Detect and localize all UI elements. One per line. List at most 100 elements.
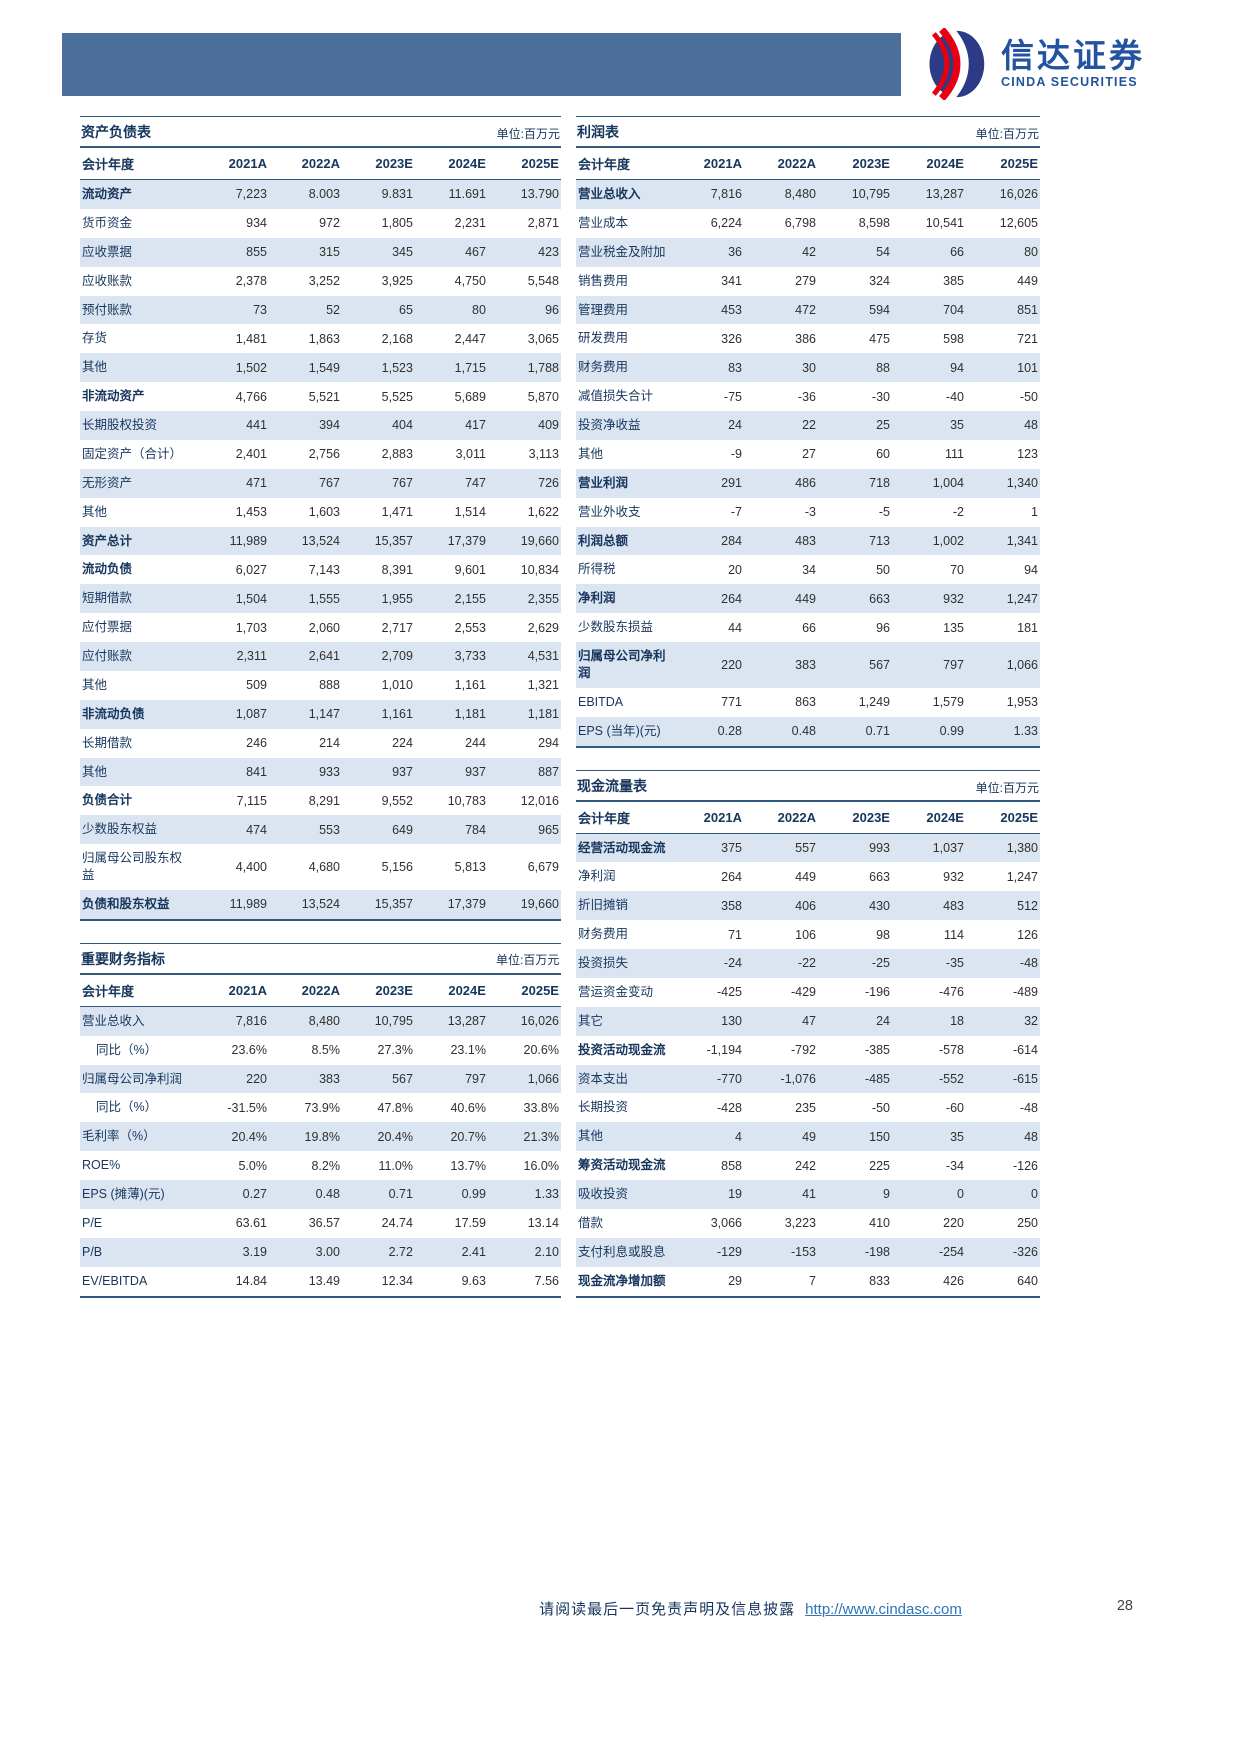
cell-value: -614 (1012, 1043, 1038, 1058)
cell-value: 18 (950, 1014, 964, 1029)
table-row: 长期投资 -428 235 -50 -60 -48 (576, 1093, 1040, 1122)
cell-value: -385 (864, 1043, 890, 1058)
cell-value: 242 (795, 1158, 816, 1173)
cell-value: 841 (246, 764, 267, 779)
table-title-bar: 重要财务指标 单位:百万元 (80, 944, 561, 973)
cell-value: 214 (319, 736, 340, 751)
cell-value: -129 (716, 1245, 742, 1260)
cell-value: 65 (399, 302, 413, 317)
cell-value: 7,816 (235, 1014, 267, 1029)
cell-value: 13.790 (520, 187, 559, 202)
cell-value: 1,481 (235, 331, 267, 346)
cell-value: -9 (730, 447, 742, 462)
cell-value: 417 (465, 418, 486, 433)
cell-value: 993 (869, 840, 890, 855)
cell-value: 11,989 (229, 897, 267, 912)
cell-value: 1,181 (454, 707, 486, 722)
cell-value: -40 (945, 389, 964, 404)
cell-value: 8,291 (308, 793, 340, 808)
cell-value: 4,680 (308, 860, 340, 874)
cell-value: 1,147 (308, 707, 340, 722)
cell-value: 12,605 (999, 216, 1038, 231)
table-row: 预付账款 73 52 65 80 96 (80, 295, 561, 325)
cell-value: 16.0% (523, 1158, 559, 1173)
key-metrics-table: 重要财务指标 单位:百万元 会计年度 2021A 2022A 2023E 2024E 20… (80, 942, 561, 1298)
table-header-row: 会计年度 2021A 2022A 2023E 2024E 2025E (575, 800, 1040, 833)
table-title: 利润表 (576, 124, 619, 140)
row-label: 研发费用 (577, 331, 628, 346)
cell-value: 2,168 (381, 331, 413, 346)
table-row: 非流动资产 4,766 5,521 5,525 5,689 5,870 (80, 382, 561, 411)
table-title-bar: 现金流量表 单位:百万元 (576, 771, 1040, 800)
row-label: 投资净收益 (577, 418, 641, 432)
cell-value: 2,378 (235, 274, 267, 289)
table-row: 销售费用 341 279 324 385 449 (576, 267, 1040, 296)
cell-value: 1,340 (1006, 476, 1038, 491)
row-label: 无形资产 (82, 475, 133, 490)
table-row: 营业成本 6,224 6,798 8,598 10,541 12,605 (576, 209, 1040, 238)
table-title-bar: 利润表 单位:百万元 (576, 117, 1040, 146)
cell-value: 1,953 (1006, 695, 1038, 710)
cell-value: 36.57 (308, 1216, 340, 1231)
cell-value: 8,480 (784, 187, 816, 202)
cell-value: 47.8% (377, 1100, 413, 1115)
row-label: 财务费用 (577, 927, 628, 942)
row-label: 营业成本 (577, 215, 628, 230)
cell-value: 14.84 (235, 1274, 267, 1289)
row-label: 短期借款 (82, 591, 133, 606)
cell-value: 2,709 (381, 649, 413, 664)
cell-value: 224 (392, 736, 413, 751)
cell-value: 1,181 (527, 707, 559, 722)
year-column-header: 2024E (926, 156, 964, 171)
row-label: 少数股东权益 (82, 822, 158, 837)
cell-value: 1,514 (454, 505, 486, 520)
cell-value: 406 (795, 898, 816, 913)
cell-value: 48 (1024, 418, 1038, 433)
cell-value: 475 (869, 331, 890, 346)
right-column: 利润表 单位:百万元 会计年度 2021A 2022A 2023E 2024E 2025E… (575, 116, 1040, 1298)
row-label: 其他 (82, 360, 108, 375)
cell-value: 449 (795, 869, 816, 884)
cell-value: 8.003 (308, 187, 340, 202)
cell-value: 2,155 (454, 591, 486, 606)
table-unit-label: 单位:百万元 (496, 127, 560, 141)
row-label: P/E (82, 1215, 103, 1230)
page-header: 信达证券 CINDA SECURITIES (0, 0, 1241, 100)
table-row: 流动资产 7,223 8.003 9.831 11.691 13.790 (80, 179, 561, 209)
cell-value: 33.8% (523, 1100, 559, 1115)
cell-value: 483 (795, 533, 816, 548)
table-row: 财务费用 83 30 88 94 101 (575, 353, 1040, 383)
cell-value: 8.5% (311, 1043, 340, 1058)
cell-value: 0 (1031, 1187, 1038, 1202)
row-label: 存货 (82, 331, 108, 346)
cell-value: -24 (723, 956, 742, 971)
cell-value: 640 (1017, 1274, 1038, 1289)
label-column-header: 会计年度 (577, 157, 630, 172)
cell-value: 888 (319, 678, 340, 693)
cell-value: 767 (392, 476, 413, 491)
year-column-header: 2024E (448, 982, 486, 998)
table-row: 应收账款 2,378 3,252 3,925 4,750 5,548 (80, 267, 561, 296)
row-label: 应付账款 (82, 649, 133, 663)
cell-value: 1,715 (454, 360, 486, 375)
cell-value: 73 (253, 302, 267, 317)
cell-value: -48 (1019, 1100, 1038, 1115)
cell-value: 2,447 (454, 331, 486, 346)
cell-value: 17.59 (454, 1216, 486, 1231)
cell-value: 5,689 (454, 389, 486, 404)
table-row: 其他 -9 27 60 111 123 (576, 440, 1040, 469)
cell-value: 1,502 (235, 360, 267, 375)
table-row: 负债合计 7,115 8,291 9,552 10,783 12,016 (80, 786, 561, 815)
cell-value: 449 (795, 591, 816, 606)
cindasc-link[interactable]: http://www.cindasc.com (805, 1601, 962, 1618)
cell-value: 1.33 (534, 1187, 559, 1202)
cell-value: -25 (871, 956, 890, 971)
cell-value: 2,355 (527, 591, 559, 606)
cell-value: -22 (797, 956, 816, 971)
table-row: 投资活动现金流 -1,194 -792 -385 -578 -614 (576, 1036, 1040, 1065)
table-row: 其他 841 933 937 937 887 (80, 757, 561, 787)
cell-value: 2,641 (308, 649, 340, 664)
row-label: 货币资金 (82, 215, 133, 230)
table-header-row: 会计年度 2021A 2022A 2023E 2024E 2025E (80, 147, 561, 180)
